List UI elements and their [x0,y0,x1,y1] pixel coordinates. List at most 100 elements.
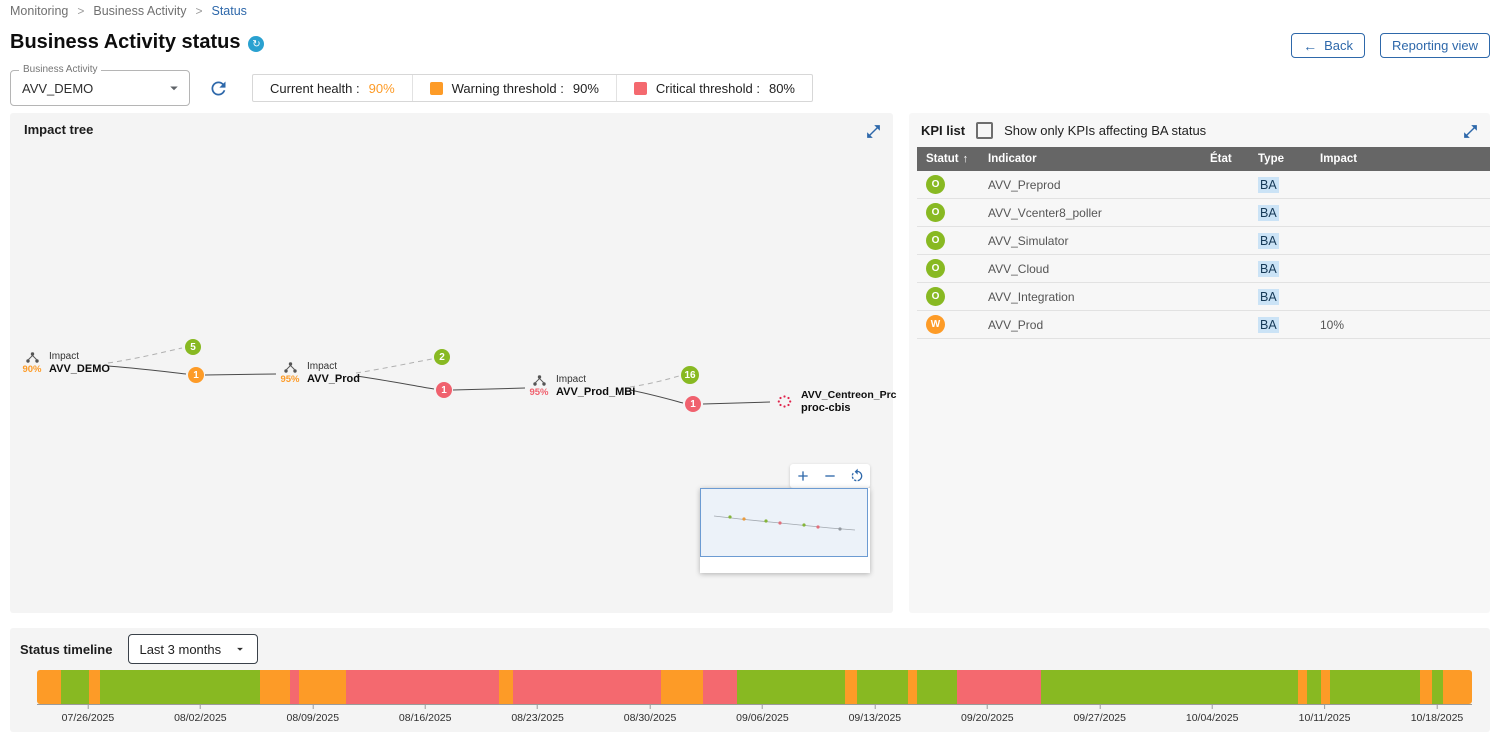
column-statut[interactable]: Statut ↑ [917,147,979,171]
kpi-status-cell: O [917,282,979,311]
kpi-row[interactable]: O AVV_Simulator BA [917,226,1490,255]
warning-color-swatch [429,81,443,95]
kpi-row[interactable]: O AVV_Vcenter8_poller BA [917,198,1490,227]
timeline-segment-ok[interactable] [737,670,846,704]
impact-children-badge[interactable]: 1 [685,396,701,412]
tree-node-avv-centreon-proc[interactable]: AVV_Centreon_Prc proc-cbis [772,389,897,415]
timeline-segment-warning[interactable] [1321,670,1330,704]
tree-node-avv-prod[interactable]: 95% Impact AVV_Prod [278,361,360,386]
kpi-impact [1311,226,1490,255]
timeline-segment-ok[interactable] [1040,670,1299,704]
column-indicator[interactable]: Indicator [979,147,1201,171]
timeline-segment-ok[interactable] [61,670,89,704]
tree-node-avv-demo[interactable]: 90% Impact AVV_DEMO [20,351,110,376]
timeline-segment-warning[interactable] [88,670,101,704]
timeline-tick: 08/02/2025 [174,705,227,724]
breadcrumb-monitoring[interactable]: Monitoring [10,4,69,18]
timeline-segment-critical[interactable] [290,670,299,704]
timeline-segment-ok[interactable] [1431,670,1444,704]
kpi-row[interactable]: O AVV_Preprod BA [917,171,1490,199]
kpi-list-title: KPI list [921,123,966,138]
timeline-tick: 08/16/2025 [399,705,451,724]
breadcrumb: Monitoring > Business Activity > Status [10,4,247,18]
timeline-segment-ok[interactable] [100,670,260,704]
warning-threshold-label: Warning threshold : [451,80,564,96]
kpi-table-body: O AVV_Preprod BA O AVV_Vcenter8_poller BA O AVV… [917,171,1490,339]
zoom-out-button[interactable] [820,466,840,486]
timeline-segment-warning[interactable] [1298,670,1307,704]
timeline-segment-warning[interactable] [498,670,513,704]
timeline-segment-ok[interactable] [1329,670,1421,704]
kpi-type-cell: BA [1249,282,1311,311]
timeline-segment-ok[interactable] [1306,670,1322,704]
timeline-segment-critical[interactable] [346,670,499,704]
node-health-percent: 95% [280,374,300,386]
kpi-indicator: AVV_Cloud [979,254,1201,283]
column-etat[interactable]: État [1201,147,1249,171]
ok-children-badge[interactable]: 5 [185,339,201,355]
kpi-row[interactable]: O AVV_Integration BA [917,282,1490,311]
status-badge: O [926,203,945,222]
timeline-tick: 08/09/2025 [287,705,339,724]
kpi-row[interactable]: O AVV_Cloud BA [917,254,1490,283]
kpi-table-header-row: Statut ↑ Indicator État Type Impact [917,147,1490,171]
timeline-axis: 07/26/2025 08/02/2025 08/09/2025 08/16/2025… [37,704,1472,728]
kpi-filter-checkbox[interactable] [976,122,994,139]
business-activity-select-value: AVV_DEMO [22,80,94,96]
ok-children-badge[interactable]: 2 [434,349,450,365]
zoom-in-button[interactable] [793,466,813,486]
kpi-row[interactable]: W AVV_Prod BA 10% [917,310,1490,339]
timeline-segment-warning[interactable] [1420,670,1432,704]
timeline-tick: 07/26/2025 [62,705,114,724]
reporting-view-label: Reporting view [1392,38,1478,53]
timeline-segment-warning[interactable] [845,670,857,704]
timeline-segment-warning[interactable] [298,670,347,704]
timeline-header: Status timeline Last 3 months [10,628,1490,664]
breadcrumb-status[interactable]: Status [211,4,247,18]
impact-children-badge[interactable]: 1 [436,382,452,398]
node-health-percent: 90% [22,364,42,376]
timeline-segment-critical[interactable] [512,670,662,704]
tree-minimap[interactable] [700,488,870,573]
timeline-segment-warning[interactable] [1443,670,1472,704]
timeline-segment-ok[interactable] [916,670,958,704]
timeline-segment-warning[interactable] [661,670,703,704]
ba-node-icon [25,352,39,363]
status-badge: O [926,231,945,250]
reporting-view-button[interactable]: Reporting view [1380,33,1490,58]
timeline-segment-warning[interactable] [908,670,917,704]
node-kicker: Impact [556,374,587,385]
timeline-tick: 08/23/2025 [511,705,564,724]
node-name: AVV_DEMO [49,363,110,375]
warning-threshold-item: Warning threshold : 90% [411,75,616,101]
column-type[interactable]: Type [1249,147,1311,171]
minimap-viewport[interactable] [700,488,868,557]
timeline-segment-critical[interactable] [702,670,738,704]
kpi-list-header: KPI list Show only KPIs affecting BA sta… [909,113,1490,147]
ok-children-badge[interactable]: 16 [681,366,699,384]
refresh-button[interactable] [205,75,231,101]
column-impact[interactable]: Impact [1311,147,1490,171]
kpi-list-expand-button[interactable] [1460,121,1480,141]
timeline-segment-critical[interactable] [957,670,1041,704]
business-activity-select[interactable]: Business Activity AVV_DEMO [10,64,190,106]
impact-children-badge[interactable]: 1 [188,367,204,383]
back-button[interactable]: ← Back [1291,33,1365,58]
critical-color-swatch [633,81,647,95]
timeline-segment-warning[interactable] [37,670,62,704]
timeline-segment-warning[interactable] [259,670,291,704]
node-kicker: Impact [49,351,80,362]
timeline-tick: 08/30/2025 [624,705,676,724]
tree-node-avv-prod-mbi[interactable]: 95% Impact AVV_Prod_MBI [527,374,635,399]
critical-threshold-label: Critical threshold : [655,80,760,96]
breadcrumb-business-activity[interactable]: Business Activity [93,4,187,18]
zoom-reset-button[interactable] [847,466,867,486]
kpi-impact [1311,171,1490,199]
timeline-range-select[interactable]: Last 3 months [128,634,259,664]
impact-tree-expand-button[interactable] [863,121,883,141]
status-badge: O [926,259,945,278]
node-name: AVV_Prod [307,373,360,385]
timeline-segment-ok[interactable] [856,670,909,704]
node-name-line2: proc-cbis [801,401,851,414]
